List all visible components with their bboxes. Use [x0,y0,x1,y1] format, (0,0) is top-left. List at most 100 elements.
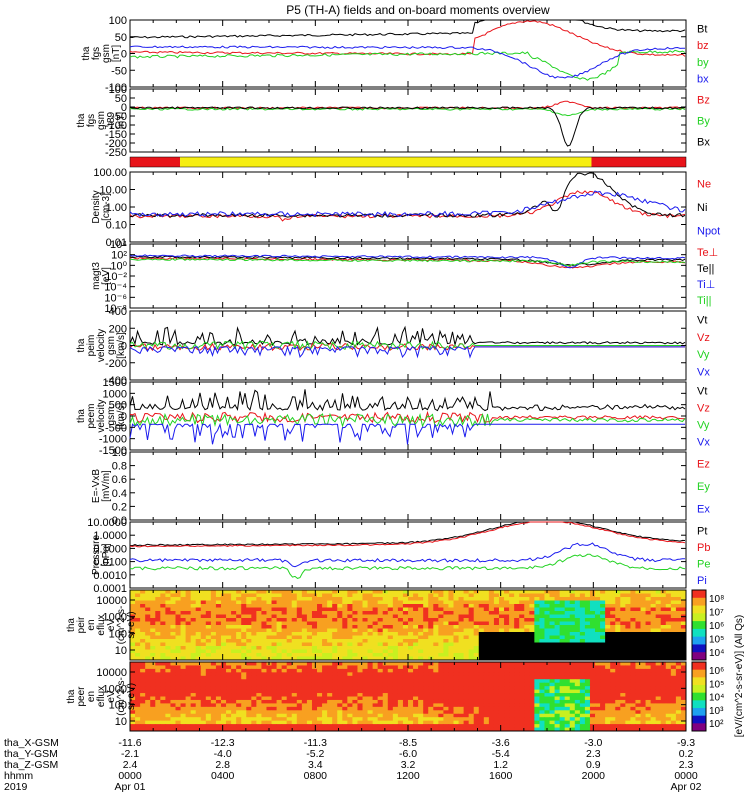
panel-9-cell [150,653,156,657]
panel-9-cell [205,639,212,643]
panel-10-cell [296,686,303,691]
panel-10-cell [185,689,192,694]
panel-10-cell [529,665,535,670]
panel-9-cell [256,656,262,661]
panel-10-cell [544,693,551,697]
panel-10-cell [246,720,252,725]
panel-9-cell [463,625,470,629]
panel-9-cell [428,628,434,633]
panel-10-cell [605,668,611,673]
panel-10-cell [387,699,394,704]
panel-10-cell [236,713,242,718]
panel-10-cell [170,665,176,670]
panel-10-cell [342,665,348,670]
panel-9-cell [549,600,556,605]
panel-9-cell [463,607,470,612]
panel-10-cell [504,675,510,680]
panel-9-cell [418,635,424,640]
panel-10-cell [665,713,672,718]
panel-10-cell [413,689,419,694]
panel-9-cell [493,607,500,612]
panel-9-cell [301,607,308,612]
panel-10-cell [610,696,616,701]
panel-9-cell [630,646,636,650]
panel-10-cell [291,675,298,680]
panel-10-cell [584,720,591,725]
panel-10-cell [584,706,591,711]
panel-10-cell [332,679,338,684]
panel-10-cell [327,675,333,680]
panel-5-legend-vx: Vx [697,366,710,378]
panel-10-cell [660,713,667,718]
panel-9-cell [544,618,551,622]
panel-10-cell [544,675,551,680]
panel-9-cell [190,611,197,615]
panel-9-cell [478,639,485,643]
panel-9-cell [433,646,439,650]
panel-10-cell [160,703,166,708]
panel-9-cell [408,646,414,650]
panel-9-cell [165,628,171,633]
panel-10-cell [195,679,202,684]
panel-9-cell [337,642,343,647]
panel-9-cell [655,628,662,633]
panel-9-cell [387,604,394,608]
panel-10-cell [311,662,318,666]
panel-10-cell [524,682,530,687]
panel-10-cell [165,672,171,677]
panel-8-ytick-label: 10.0000 [87,517,127,529]
panel-9-cell [428,632,434,636]
panel-9-cell [261,618,267,622]
panel-9-cell [251,625,257,629]
panel-9-cell [605,632,611,636]
panel-10-cell [539,710,545,715]
panel-10-cell [630,699,636,704]
panel-9-cell [241,611,247,615]
panel-9-cell [402,656,409,661]
panel-10-cell [150,693,156,697]
panel-9-cell [180,632,187,636]
panel-9-cell [286,590,293,594]
panel-9-cell [342,642,348,647]
panel-9-cell [271,646,278,650]
panel-10-cell [463,699,470,704]
panel-10-cell [392,665,399,670]
panel-10-cell [150,668,156,673]
panel-9-cell [170,590,176,594]
panel-9-cell [266,607,273,612]
panel-10-cell [600,665,606,670]
panel-9-cell [286,607,293,612]
panel-9-cell [488,653,495,657]
panel-10-cell [367,668,374,673]
panel-10-cell [271,672,278,677]
panel-10-cell [463,689,470,694]
panel-9-cell [317,649,323,654]
panel-9-cell [271,597,278,601]
panel-10-cell [306,706,313,711]
panel-10-cell [670,693,677,697]
panel-9-cell [650,618,657,622]
panel-9-cell [534,604,540,608]
panel-9-cell [408,611,414,615]
panel-9-cell [145,614,151,619]
panel-9-cell [670,607,677,612]
panel-9-cell [276,642,283,647]
panel-9-cell [473,621,480,626]
panel-10-cell [584,662,591,666]
panel-10-cell [332,686,338,691]
panel-10-cell [362,720,369,725]
panel-10-cell [286,710,293,715]
panel-10-cell [281,679,288,684]
panel-9-cell [423,646,429,650]
panel-9-cell [665,632,672,636]
panel-10-cell [210,689,217,694]
panel-9-cell [660,621,667,626]
panel-10-cell [281,693,288,697]
panel-9-cell [311,642,318,647]
panel-10-cell [291,706,298,711]
panel-10-cell [514,675,520,680]
panel-9-cell [286,656,293,661]
panel-9-cell [595,618,601,622]
panel-9-cell [226,639,232,643]
panel-10-cell [367,689,374,694]
